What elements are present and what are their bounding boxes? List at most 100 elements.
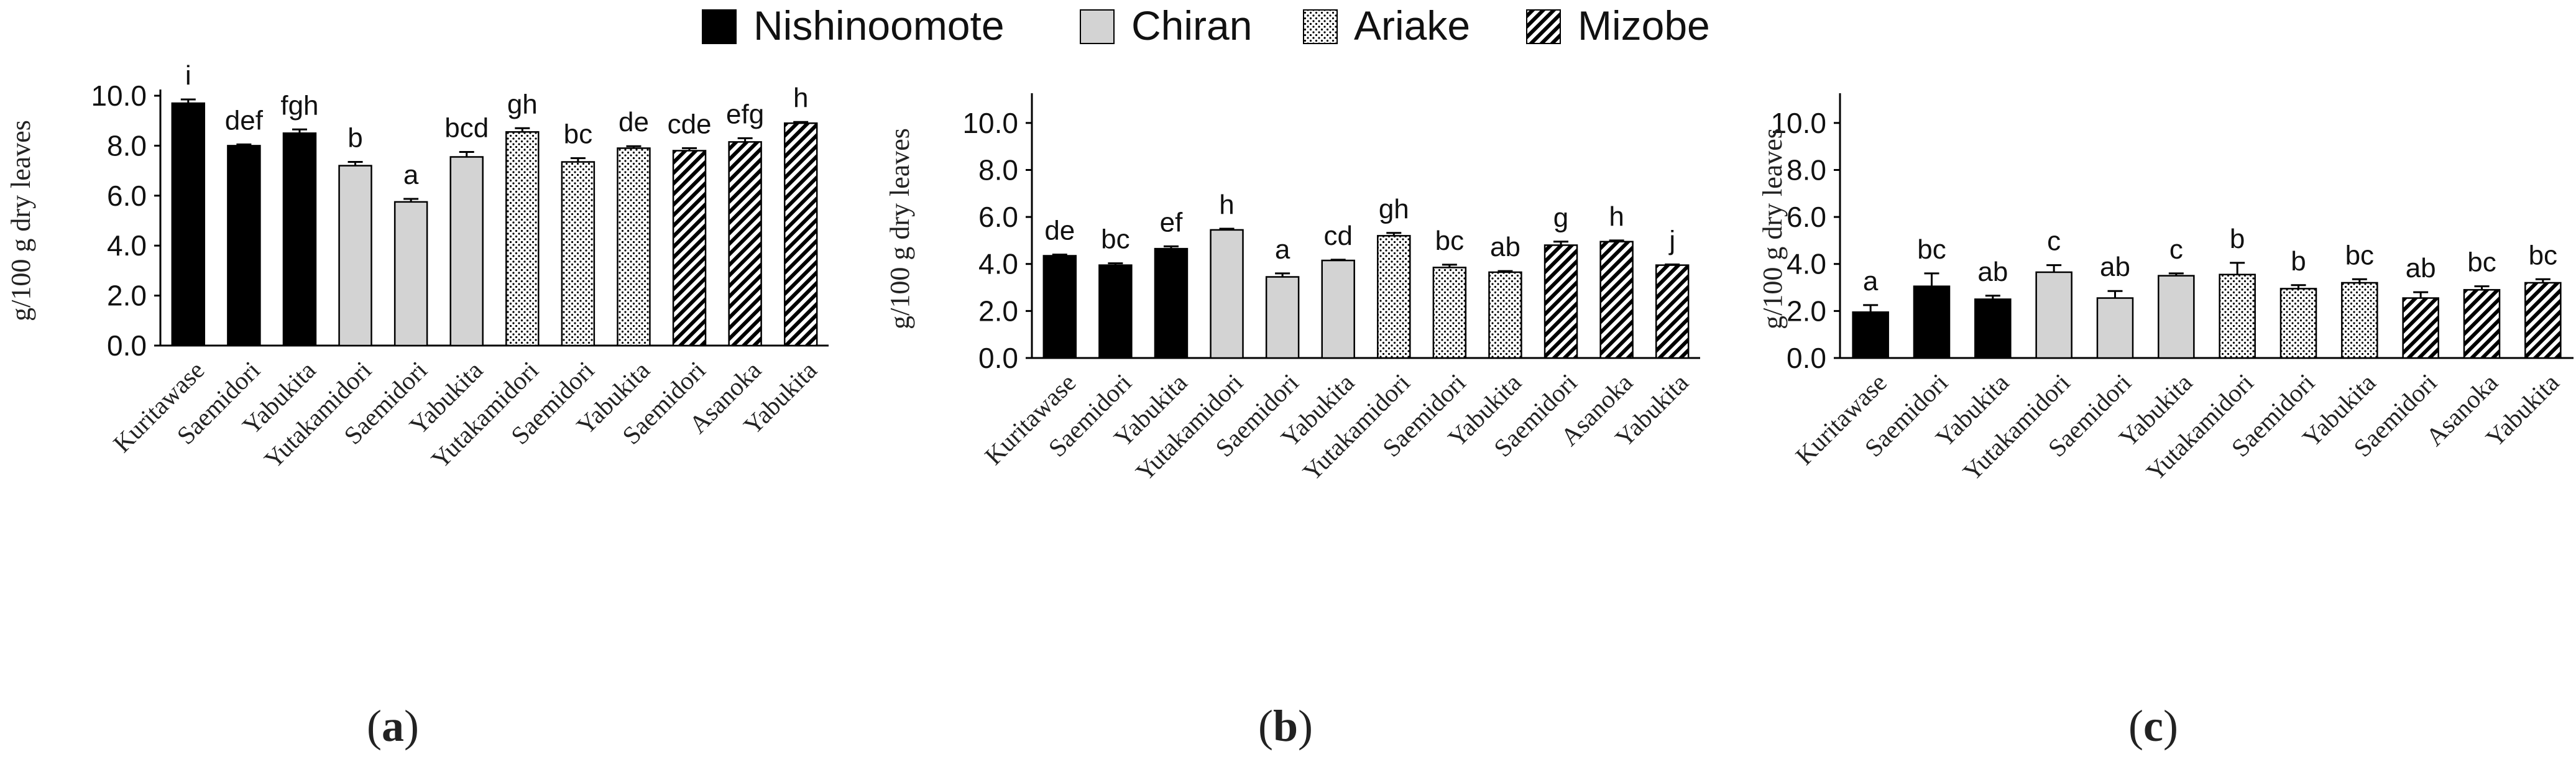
legend-swatch-mizobe [1526, 9, 1561, 44]
y-tick-label: 6.0 [107, 180, 147, 212]
y-tick-label: 10.0 [1770, 107, 1826, 139]
bar [783, 122, 818, 347]
significance-letter: fgh [280, 90, 318, 121]
chart-panel-b: 0.02.04.06.08.010.0g/100 g dry leaves deK… [885, 93, 1700, 751]
legend-swatch-chiran [1080, 9, 1115, 44]
bar [1655, 264, 1690, 359]
significance-letter: cd [1323, 221, 1352, 251]
bar [1321, 259, 1355, 359]
bar [2279, 288, 2317, 359]
y-axis-title: g/100 g dry leaves [885, 128, 915, 329]
panel-label: (b) [1258, 701, 1313, 751]
legend-swatch-nishinoomote [702, 9, 737, 44]
bar [1852, 311, 1889, 359]
significance-letter: cde [668, 109, 712, 139]
panel-label: (a) [367, 701, 419, 751]
bar [1210, 229, 1244, 359]
significance-letter: h [1609, 201, 1624, 232]
legend-swatch-ariake [1303, 9, 1338, 44]
significance-letter: ab [2406, 253, 2436, 283]
bar [1913, 285, 1951, 359]
bar [282, 132, 317, 347]
y-tick-label: 8.0 [978, 154, 1018, 186]
bar [1543, 244, 1578, 359]
significance-letter: i [185, 60, 191, 91]
significance-letter: gh [507, 89, 538, 119]
significance-letter: bcd [444, 112, 489, 143]
significance-letter: a [403, 160, 419, 190]
significance-letter: ef [1160, 207, 1183, 237]
legend-label-chiran: Chiran [1131, 2, 1252, 48]
y-tick-label: 0.0 [978, 342, 1018, 374]
significance-letter: bc [1917, 234, 1946, 265]
bar [2035, 271, 2072, 359]
bar [171, 102, 206, 347]
bar [2219, 273, 2256, 359]
bar [672, 150, 707, 347]
legend: Nishinoomote Chiran Ariake Mizobe [702, 2, 1710, 48]
significance-letter: def [225, 105, 264, 135]
bar [449, 156, 484, 347]
significance-letter: ab [2100, 252, 2130, 282]
significance-letter: h [1219, 190, 1234, 220]
bar [393, 201, 428, 347]
bar [2463, 289, 2501, 359]
significance-letter: ab [1490, 232, 1520, 262]
bar [1042, 255, 1077, 359]
y-tick-label: 8.0 [1787, 154, 1826, 186]
bar [1098, 264, 1133, 359]
bar [2158, 275, 2195, 359]
significance-letter: a [1275, 234, 1290, 265]
bar [1432, 267, 1467, 359]
significance-letter: g [1553, 203, 1568, 233]
bar [1377, 235, 1411, 359]
y-tick-label: 10.0 [91, 80, 147, 112]
significance-letter: de [619, 107, 649, 137]
bar [1154, 247, 1189, 359]
legend-label-mizobe: Mizobe [1578, 2, 1710, 48]
bar [561, 161, 596, 347]
y-tick-label: 2.0 [107, 280, 147, 312]
significance-letter: bc [564, 119, 592, 150]
significance-letter: bc [2529, 240, 2557, 270]
significance-letter: j [1668, 225, 1675, 255]
bar [1599, 241, 1634, 359]
panel-label: (c) [2128, 701, 2178, 751]
y-tick-label: 6.0 [1787, 201, 1826, 233]
y-tick-label: 4.0 [1787, 248, 1826, 280]
y-axis-title: g/100 g dry leaves [6, 120, 36, 321]
bar [505, 131, 540, 347]
bar [227, 145, 261, 347]
bar [2341, 282, 2378, 359]
bar [2524, 282, 2562, 359]
y-tick-label: 2.0 [978, 295, 1018, 327]
legend-label-ariake: Ariake [1354, 2, 1470, 48]
significance-letter: bc [2467, 247, 2496, 278]
bar [2402, 297, 2439, 359]
significance-letter: bc [2345, 240, 2374, 270]
bar [338, 165, 372, 347]
y-tick-label: 4.0 [978, 248, 1018, 280]
significance-letter: bc [1101, 224, 1129, 255]
significance-letter: b [347, 123, 362, 154]
y-axis-title: g/100 g dry leaves [1757, 128, 1788, 329]
significance-letter: gh [1379, 194, 1409, 224]
significance-letter: b [2230, 224, 2245, 254]
significance-letter: efg [726, 99, 764, 129]
y-tick-label: 0.0 [107, 329, 147, 362]
y-tick-label: 4.0 [107, 229, 147, 262]
y-tick-label: 2.0 [1787, 295, 1826, 327]
significance-letter: ab [1977, 257, 2008, 287]
bar [728, 141, 762, 347]
chart-panel-a: 0.02.04.06.08.010.0g/100 g dry leavesiKu… [6, 60, 829, 751]
significance-letter: h [793, 83, 808, 113]
legend-label-nishinoomote: Nishinoomote [753, 2, 1005, 48]
bar [617, 147, 651, 347]
bar [1488, 271, 1522, 359]
chart-panel-c: 0.02.04.06.08.010.0g/100 g dry leaves aKu… [1757, 93, 2574, 751]
significance-letter: bc [1435, 226, 1464, 256]
significance-letter: de [1044, 216, 1075, 246]
significance-letter: c [2047, 226, 2061, 257]
bar [1974, 298, 2012, 359]
